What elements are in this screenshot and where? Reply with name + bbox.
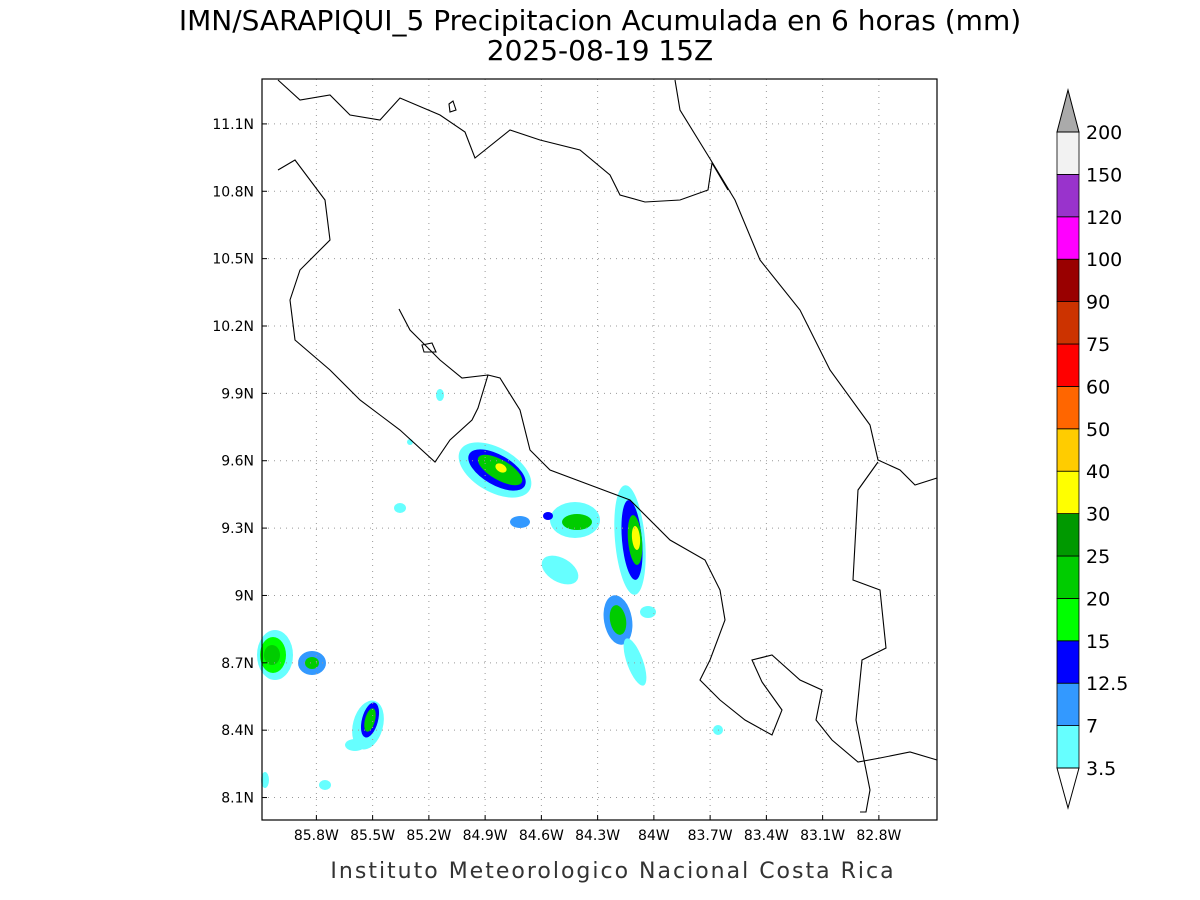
rain-area — [510, 516, 530, 528]
colorbar-label: 3.5 — [1086, 758, 1116, 780]
x-tick-label: 85.5W — [350, 828, 395, 844]
coastline — [277, 159, 938, 763]
x-tick-label: 82.8W — [856, 828, 901, 844]
y-tick-label: 11.1N — [212, 117, 254, 133]
rain-area — [261, 772, 269, 788]
axis-ticks: 85.8W 85.5W 85.2W 84.9W 84.6W 84.3W 84W 83.7W 83… — [212, 117, 901, 844]
colorbar-label: 12.5 — [1086, 673, 1128, 695]
colorbar-box — [1056, 598, 1080, 642]
y-tick-label: 9.3N — [221, 521, 254, 537]
y-tick-label: 10.5N — [212, 252, 254, 268]
x-tick-label: 83.7W — [688, 828, 733, 844]
colorbar-box — [1056, 513, 1080, 557]
colorbar-label: 200 — [1086, 122, 1122, 144]
colorbar-box — [1056, 343, 1080, 387]
rain-area — [364, 708, 376, 732]
y-tick-label: 8.4N — [221, 723, 254, 739]
colorbar-label: 7 — [1086, 716, 1098, 738]
x-tick-label: 84.9W — [463, 828, 508, 844]
colorbar-box — [1056, 216, 1080, 260]
colorbar-label: 25 — [1086, 546, 1110, 568]
rain-area — [345, 739, 365, 751]
colorbar-box — [1056, 470, 1080, 515]
x-tick-label: 85.2W — [406, 828, 451, 844]
colorbar-label: 100 — [1086, 249, 1122, 271]
rain-area — [631, 526, 641, 550]
colorbar-label: 15 — [1086, 631, 1110, 653]
rain-area — [394, 503, 406, 513]
x-tick-label: 83.4W — [744, 828, 789, 844]
rain-area — [541, 555, 579, 585]
rain-area — [407, 439, 413, 445]
colorbar-over — [1056, 88, 1080, 133]
rain-area — [562, 514, 592, 530]
footer: Instituto Meteorologico Nacional Costa R… — [330, 859, 895, 884]
colorbar-box — [1056, 682, 1080, 727]
x-tick-label: 83.1W — [800, 828, 845, 844]
colorbar-box — [1056, 258, 1080, 303]
precipitation-field — [257, 389, 723, 790]
map-title: IMN/SARAPIQUI_5 Precipitacion Acumulada … — [179, 4, 1021, 37]
colorbar-box — [1056, 640, 1080, 684]
colorbar-label: 20 — [1086, 588, 1110, 610]
x-tick-label: 84.3W — [575, 828, 620, 844]
colorbar-label: 50 — [1086, 419, 1110, 441]
y-tick-label: 10.8N — [212, 184, 254, 200]
x-tick-label: 85.8W — [294, 828, 339, 844]
colorbar-label: 30 — [1086, 504, 1110, 526]
coastlines — [277, 79, 938, 813]
colorbar-box — [1056, 173, 1080, 218]
map-subtitle: 2025-08-19 15Z — [487, 34, 713, 67]
colorbar-box — [1056, 385, 1080, 430]
y-tick-label: 9.6N — [221, 454, 254, 470]
colorbar-box — [1056, 131, 1080, 175]
rain-area — [305, 657, 319, 669]
rain-area — [640, 606, 656, 618]
rain-area — [264, 645, 280, 665]
colorbar: 3.5 7 12.5 15 20 25 30 40 50 60 75 90 100 120 150 200 — [1056, 88, 1128, 810]
colorbar-label: 60 — [1086, 376, 1110, 398]
colorbar-box — [1056, 428, 1080, 472]
rain-area — [495, 463, 507, 473]
border — [852, 461, 887, 813]
x-tick-label: 84.6W — [519, 828, 564, 844]
colorbar-box — [1056, 725, 1080, 769]
colorbar-box — [1056, 555, 1080, 599]
rain-area — [436, 389, 444, 401]
y-tick-label: 9.9N — [221, 386, 254, 402]
map-frame — [261, 78, 938, 821]
colorbar-label: 75 — [1086, 334, 1110, 356]
colorbar-box — [1056, 301, 1080, 345]
colorbar-label: 90 — [1086, 292, 1110, 314]
colorbar-label: 120 — [1086, 207, 1122, 229]
x-tick-label: 84W — [638, 828, 670, 844]
y-tick-label: 9N — [235, 588, 254, 604]
rain-area — [319, 780, 331, 790]
colorbar-under — [1056, 767, 1080, 810]
rain-area — [623, 638, 647, 686]
coastline — [277, 79, 729, 203]
rain-area — [543, 512, 553, 520]
y-tick-label: 8.7N — [221, 656, 254, 672]
colorbar-label: 150 — [1086, 164, 1122, 186]
colorbar-label: 40 — [1086, 461, 1110, 483]
coastline — [674, 79, 938, 486]
island — [421, 100, 457, 353]
coastline — [398, 308, 489, 379]
y-tick-label: 10.2N — [212, 319, 254, 335]
rain-area — [609, 605, 627, 635]
y-tick-label: 8.1N — [221, 791, 254, 807]
